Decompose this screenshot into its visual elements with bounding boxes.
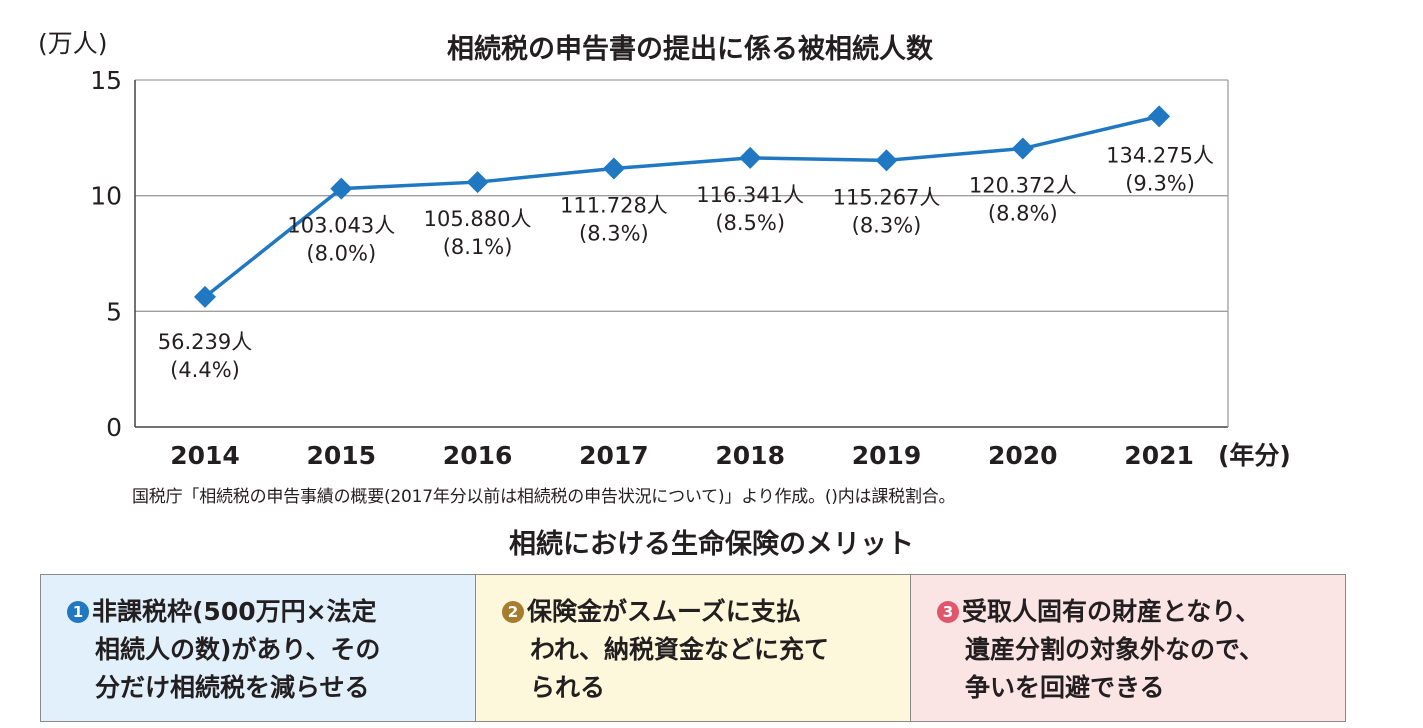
data-percent-label: (8.1%) [443,235,513,259]
data-point-marker [466,171,489,194]
y-tick-label: 15 [90,66,122,95]
merit-1-line-2: 相続人の数)があり、その [95,635,381,664]
merit-3-line-2: 遺産分割の対象外なので、 [965,635,1265,664]
data-percent-label: (4.4%) [170,358,240,382]
data-point-marker [194,285,216,308]
x-tick-label: 2016 [443,441,513,470]
x-tick-label: 2018 [715,441,785,470]
data-percent-label: (8.3%) [852,213,922,237]
x-tick-label: 2014 [170,441,240,470]
merit-2-line-3: られる [530,673,606,702]
data-percent-label: (8.3%) [579,222,649,246]
data-point-marker [1148,105,1171,128]
number-badge-2: 2 [502,601,524,623]
data-point-marker [1011,137,1034,160]
data-point-marker [739,146,762,169]
data-value-label: 105.880人 [424,207,532,231]
data-value-label: 120.372人 [969,174,1077,198]
number-badge-1: 1 [67,601,89,623]
data-value-label: 56.239人 [158,330,252,354]
data-value-label: 111.728人 [560,194,668,218]
x-tick-label: 2017 [579,441,649,470]
data-value-label: 116.341人 [696,183,804,207]
x-tick-label: 2020 [988,441,1058,470]
data-value-label: 134.275人 [1106,143,1214,167]
merit-box-1: 1 非課税枠(500万円×法定 相続人の数)があり、その 分だけ相続税を減らせる [41,575,475,721]
x-tick-label: 2021 [1124,441,1194,470]
section-title: 相続における生命保険のメリット [509,529,914,560]
data-percent-label: (9.3%) [1125,171,1195,195]
x-tick-label: 2015 [307,441,377,470]
data-value-label: 115.267人 [833,185,941,209]
y-axis-unit: (万人) [38,29,108,58]
merit-box-3: 3 受取人固有の財産となり、 遺産分割の対象外なので、 争いを回避できる [910,575,1345,721]
series-line [203,114,1160,299]
number-badge-3: 3 [937,601,959,623]
merit-2-line-2: われ、納税資金などに充て [530,635,830,664]
y-tick-label: 0 [106,413,122,442]
data-percent-label: (8.8%) [988,202,1058,226]
merit-3-line-1: 受取人固有の財産となり、 [962,597,1261,626]
data-point-marker [330,177,353,200]
y-tick-label: 5 [106,297,122,326]
source-note: 国税庁「相続税の申告事績の概要(2017年分以前は相続税の申告状況について)」よ… [132,487,956,507]
merit-box-2: 2 保険金がスムーズに支払 われ、納税資金などに充て られる [475,575,910,721]
data-value-label: 103.043人 [287,214,395,238]
x-tick-label: 2019 [852,441,922,470]
chart-title: 相続税の申告書の提出に係る被相続人数 [447,34,934,65]
merit-2-line-1: 保険金がスムーズに支払 [527,597,801,626]
merit-boxes: 1 非課税枠(500万円×法定 相続人の数)があり、その 分だけ相続税を減らせる … [40,574,1346,722]
merit-3-line-3: 争いを回避できる [965,673,1165,702]
merit-1-line-3: 分だけ相続税を減らせる [95,673,370,702]
data-point-marker [875,149,898,172]
y-tick-label: 10 [90,182,122,211]
data-percent-label: (8.0%) [306,242,376,266]
x-axis-unit: (年分) [1218,441,1291,470]
merit-1-line-1: 非課税枠(500万円×法定 [92,597,377,626]
data-percent-label: (8.5%) [715,211,785,235]
line-chart: 相続税の申告書の提出に係る被相続人数 (万人) 0 5 10 15 56.239人 (4… [38,29,1291,470]
data-point-marker [602,157,625,180]
